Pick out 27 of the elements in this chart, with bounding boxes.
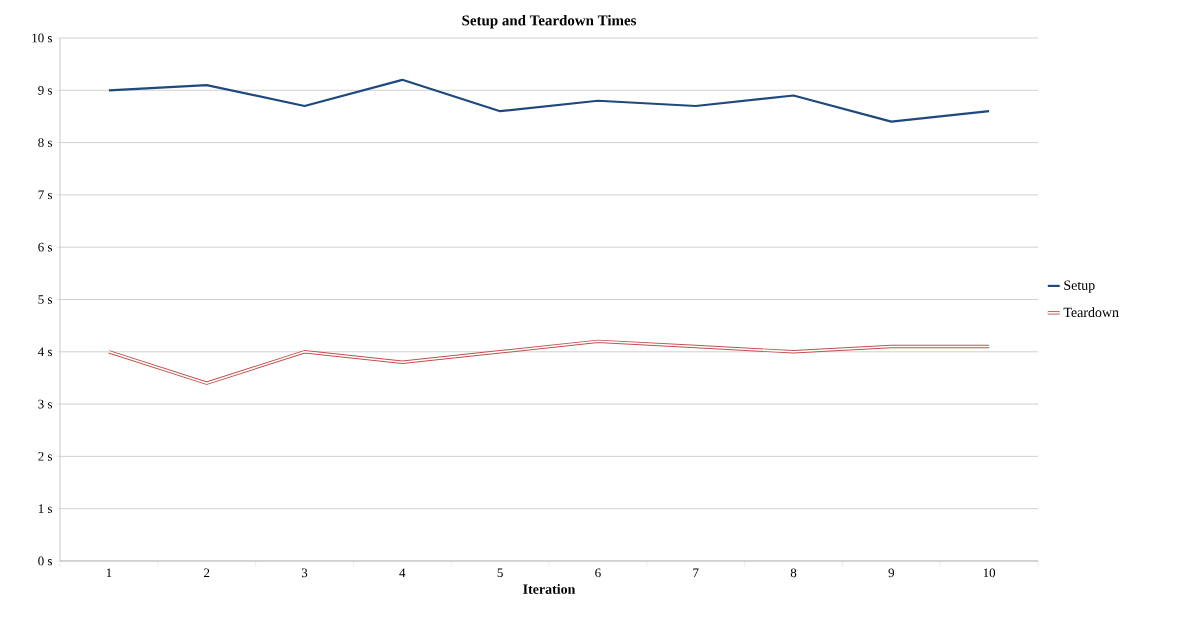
x-tick-label: 7 <box>693 568 699 577</box>
x-tick-label: 9 <box>888 568 895 578</box>
x-tick-label: 1 <box>106 568 112 578</box>
x-tick-label: 5 <box>497 568 503 578</box>
line-series <box>107 78 991 123</box>
x-tick-label: 10 <box>983 568 996 578</box>
y-tick-label: 8 s <box>38 138 53 147</box>
y-tick-label: 5 s <box>38 295 53 304</box>
chart-title: Setup and Teardown Times <box>462 14 637 29</box>
y-tick-label: 0 s <box>38 556 53 566</box>
x-tick-label: 4 <box>399 568 406 578</box>
y-tick-label: 7 s <box>38 190 53 200</box>
y-tick-label: 9 s <box>38 85 53 95</box>
x-tick-label: 6 <box>595 568 601 578</box>
x-tick-label: 8 <box>790 568 797 578</box>
legend-label: Teardown <box>1063 307 1119 318</box>
y-tick-label: 10 s <box>32 33 53 43</box>
y-tick-label: 2 s <box>38 452 53 461</box>
x-axis-title: Iteration <box>523 584 576 594</box>
x-tick-label: 2 <box>204 568 210 578</box>
line-series <box>107 339 991 385</box>
legend-label: Setup <box>1064 280 1095 293</box>
y-tick-label: 6 s <box>38 242 53 252</box>
y-tick-label: 1 s <box>38 504 53 514</box>
x-tick-label: 3 <box>301 568 308 578</box>
y-tick-label: 3 s <box>38 399 53 409</box>
y-tick-label: 4 s <box>37 347 53 357</box>
